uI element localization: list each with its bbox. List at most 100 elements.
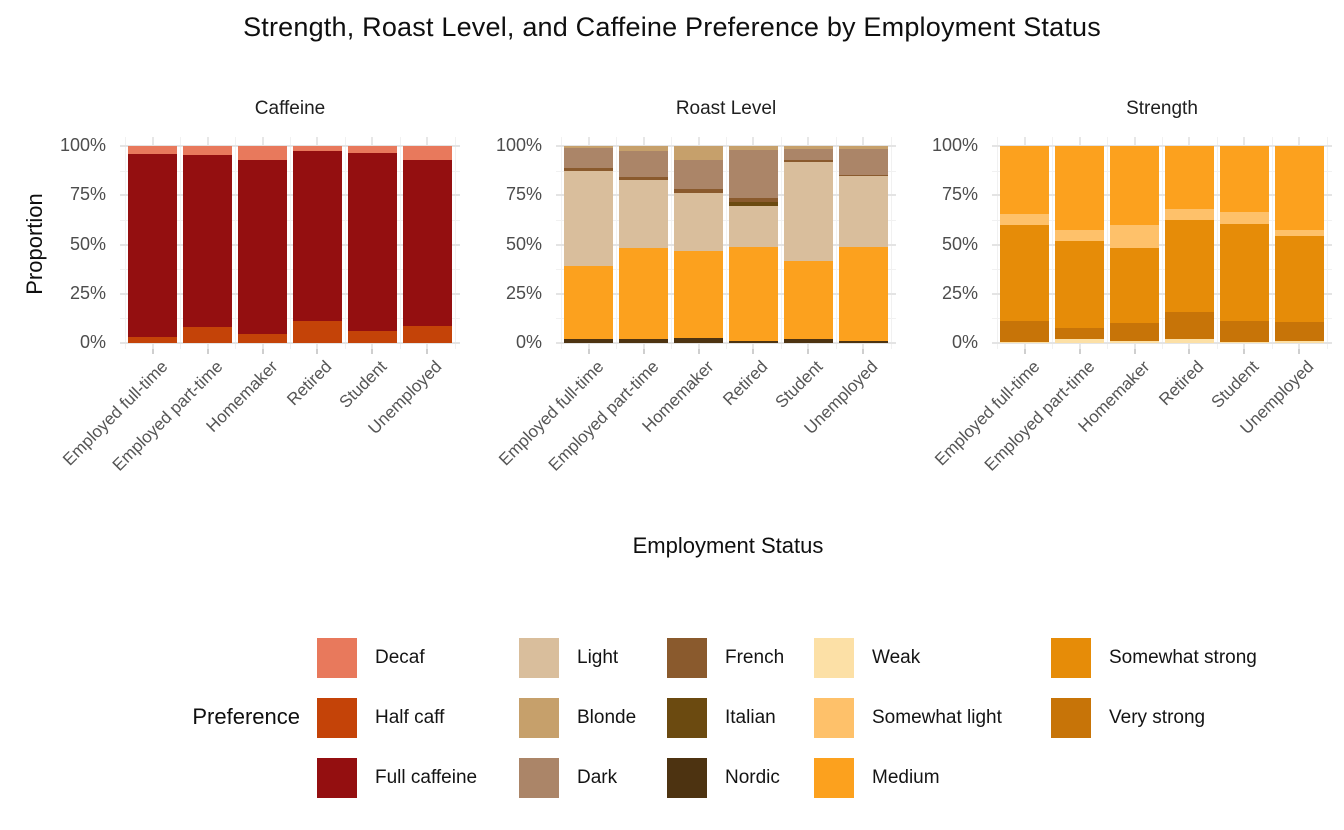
y-tick-label: 0% xyxy=(79,332,106,352)
x-tick-mark xyxy=(151,349,154,354)
bar-segment-light xyxy=(783,161,833,262)
bar-segment-weak xyxy=(1000,342,1050,343)
y-tick-label: 100% xyxy=(931,135,978,155)
bar-segment-very-strong xyxy=(1000,321,1050,343)
bar-segment-nordic xyxy=(838,341,888,343)
gridline-vertical-minor xyxy=(1216,137,1218,349)
legend-label-light: Light xyxy=(577,647,619,668)
legend-label-french: French xyxy=(725,647,785,668)
gridline-vertical-minor xyxy=(1162,137,1163,349)
gridline-vertical-minor xyxy=(997,137,999,349)
bar-segment-french xyxy=(619,176,669,180)
gridline-vertical-minor xyxy=(671,137,673,349)
legend-swatch-blonde xyxy=(519,698,559,738)
legend-swatch-italian xyxy=(667,698,707,738)
x-tick-mark xyxy=(1243,349,1246,354)
legend-swatch-nordic xyxy=(667,758,707,798)
bar-retired xyxy=(728,146,778,343)
x-axis-title: Employment Status xyxy=(632,533,824,558)
bar-retired xyxy=(292,146,342,343)
gridline-horizontal-minor xyxy=(556,170,896,172)
legend-swatch-dark xyxy=(519,758,559,798)
bar-segment-very-strong xyxy=(1274,322,1324,342)
bar-segment-somewhat-light xyxy=(1055,229,1105,241)
bar-segment-medium xyxy=(728,247,778,342)
legend-swatch-full-caffeine xyxy=(317,758,357,798)
bar-segment-full-caffeine xyxy=(292,150,342,322)
gridline-vertical-minor xyxy=(1271,137,1273,349)
gridline-vertical-minor xyxy=(1107,137,1109,349)
bar-segment-somewhat-strong xyxy=(1055,240,1105,329)
legend-label-nordic: Nordic xyxy=(725,767,780,788)
gridline-horizontal-minor xyxy=(992,219,1332,221)
gridline-vertical-minor xyxy=(290,137,291,349)
x-tick-mark xyxy=(587,349,590,354)
bar-segment-half-caff xyxy=(402,326,452,343)
gridline-horizontal-major xyxy=(120,243,460,246)
y-tick-label: 75% xyxy=(69,184,106,205)
gridline-horizontal-major xyxy=(992,243,1332,246)
gridline-horizontal-major xyxy=(556,342,896,344)
bar-student xyxy=(347,146,397,343)
y-tick-label: 75% xyxy=(941,184,978,205)
gridline-horizontal-major xyxy=(556,145,896,147)
bar-segment-nordic xyxy=(728,341,778,343)
bar-segment-light xyxy=(674,193,724,252)
y-tick-label: 25% xyxy=(505,282,542,303)
bar-segment-somewhat-light xyxy=(1110,224,1160,249)
x-tick-mark xyxy=(206,349,209,354)
bar-homemaker xyxy=(674,146,724,343)
gridline-vertical-minor xyxy=(890,137,892,349)
bar-segment-decaf xyxy=(347,146,397,153)
gridline-horizontal-minor xyxy=(992,318,1332,320)
bar-segment-decaf xyxy=(238,146,288,160)
bar-segment-nordic xyxy=(783,339,833,343)
gridline-horizontal-minor xyxy=(992,170,1332,172)
x-tick-mark xyxy=(1023,349,1026,354)
gridline-horizontal-minor xyxy=(556,269,896,271)
y-tick-label: 0% xyxy=(951,332,978,352)
bar-segment-medium xyxy=(619,248,669,340)
bar-unemployed xyxy=(402,146,452,343)
bar-segment-half-caff xyxy=(238,334,288,343)
legend-swatch-decaf xyxy=(317,638,357,678)
gridline-vertical-minor xyxy=(125,137,127,349)
bar-homemaker xyxy=(238,146,288,343)
bar-segment-very-strong xyxy=(1110,323,1160,342)
x-tick-mark xyxy=(1298,349,1301,354)
bar-segment-medium xyxy=(564,266,614,340)
bar-segment-medium xyxy=(1219,146,1269,212)
bar-segment-french xyxy=(728,198,778,203)
x-tick-mark xyxy=(371,349,374,354)
gridline-horizontal-major xyxy=(992,145,1332,147)
legend-label-italian: Italian xyxy=(725,707,776,728)
bar-segment-dark xyxy=(728,149,778,199)
legend-swatch-medium xyxy=(814,758,854,798)
bar-segment-blonde xyxy=(728,146,778,150)
bar-segment-light xyxy=(619,179,669,249)
y-tick-label: 25% xyxy=(941,282,978,303)
gridline-vertical-minor xyxy=(616,137,618,349)
bar-segment-blonde xyxy=(838,146,888,149)
x-tick-mark xyxy=(697,349,700,354)
legend-label-somewhat-strong: Somewhat strong xyxy=(1109,647,1257,668)
gridline-vertical-minor xyxy=(780,137,782,349)
bar-segment-dark xyxy=(564,147,614,168)
legend-swatch-half-caff xyxy=(317,698,357,738)
bar-retired xyxy=(1164,146,1214,343)
legend-label-medium: Medium xyxy=(872,767,940,788)
bar-segment-half-caff xyxy=(347,331,397,343)
bar-segment-decaf xyxy=(292,146,342,151)
gridline-vertical-minor xyxy=(1326,137,1328,349)
bar-segment-medium xyxy=(1164,146,1214,210)
y-tick-label: 50% xyxy=(941,233,978,254)
bar-segment-medium xyxy=(783,261,833,340)
gridline-horizontal-major xyxy=(120,194,460,197)
bar-segment-weak xyxy=(1274,341,1324,343)
bar-segment-weak xyxy=(1164,339,1214,343)
bar-segment-light xyxy=(564,170,614,267)
legend-label-somewhat-light: Somewhat light xyxy=(872,707,1002,728)
y-tick-label: 0% xyxy=(515,332,542,352)
x-tick-mark xyxy=(862,349,865,354)
